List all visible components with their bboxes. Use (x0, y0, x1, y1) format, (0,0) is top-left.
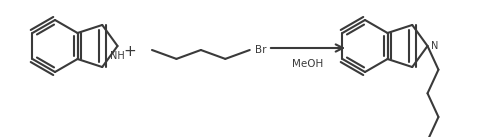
Text: NH: NH (110, 51, 125, 61)
Text: MeOH: MeOH (292, 59, 324, 69)
Text: Br: Br (255, 45, 266, 55)
Text: N: N (430, 41, 438, 51)
Text: +: + (123, 45, 136, 59)
